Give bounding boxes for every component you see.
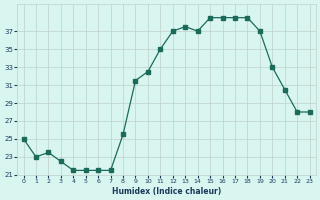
X-axis label: Humidex (Indice chaleur): Humidex (Indice chaleur) bbox=[112, 187, 221, 196]
